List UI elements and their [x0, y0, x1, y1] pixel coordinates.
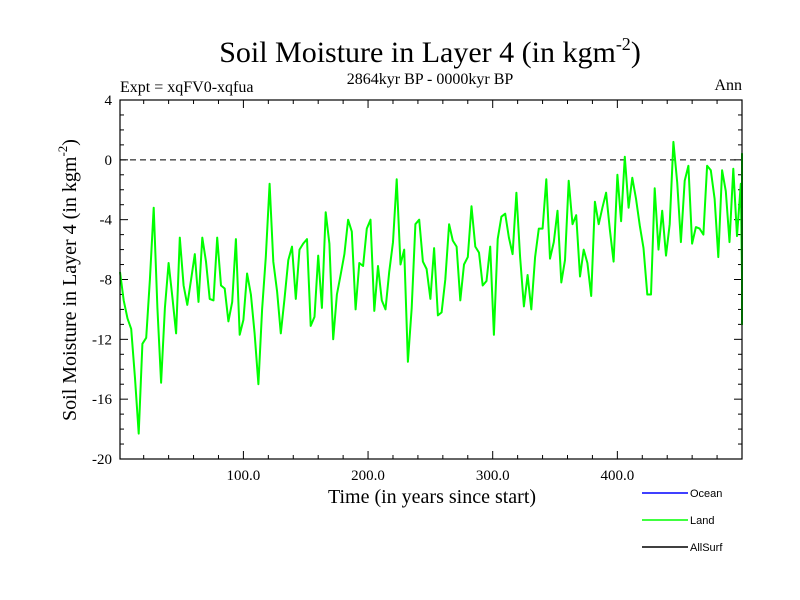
legend-label-allsurf: AllSurf [690, 542, 723, 554]
legend: Ocean Land AllSurf [642, 488, 723, 554]
y-tick-label: -20 [92, 452, 112, 468]
experiment-label: Expt = xqFV0-xqfua [120, 79, 253, 96]
series-line-land [119, 140, 743, 435]
plot-area: 100.0 200.0 300.0 400.0 4 0 -4 -8 -12 -16 -20 [92, 93, 743, 484]
x-axis: 100.0 200.0 300.0 400.0 [143, 100, 718, 484]
y-axis: 4 0 -4 -8 -12 -16 -20 [92, 93, 742, 468]
x-tick-label: 300.0 [476, 468, 510, 484]
y-tick-label: 4 [105, 93, 113, 109]
y-tick-label: -4 [100, 213, 113, 229]
x-tick-label: 200.0 [351, 468, 385, 484]
y-tick-label: -8 [100, 273, 113, 289]
series-layer [119, 140, 743, 435]
chart-subtitle: 2864kyr BP - 0000kyr BP [347, 71, 514, 88]
legend-label-ocean: Ocean [690, 488, 722, 500]
x-axis-label: Time (in years since start) [328, 486, 536, 508]
legend-label-land: Land [690, 515, 714, 527]
y-tick-label: 0 [105, 153, 113, 169]
y-axis-label: Soil Moisture in Layer 4 (in kgm-2) [55, 139, 81, 421]
chart-title: Soil Moisture in Layer 4 (in kgm-2) [219, 34, 641, 69]
y-tick-label: -12 [92, 332, 112, 348]
x-tick-label: 100.0 [227, 468, 261, 484]
x-tick-label: 400.0 [600, 468, 634, 484]
season-label: Ann [714, 77, 742, 94]
y-tick-label: -16 [92, 392, 112, 408]
plot-frame [119, 99, 743, 460]
